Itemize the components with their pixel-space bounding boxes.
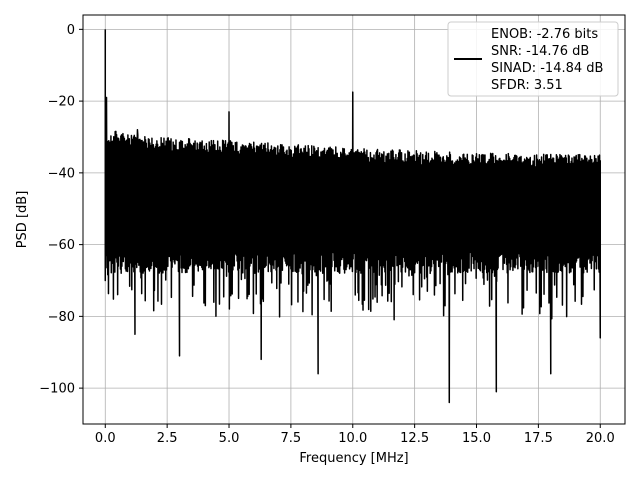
x-tick-label: 7.5 — [281, 431, 302, 446]
y-tick-label: −40 — [48, 166, 75, 181]
x-tick-label: 2.5 — [157, 431, 178, 446]
x-tick-label: 12.5 — [400, 431, 429, 446]
y-tick-label: −20 — [48, 95, 75, 110]
x-tick-label: 0.0 — [95, 431, 116, 446]
y-tick-label: −100 — [39, 382, 75, 397]
legend-entry-line: ENOB: -2.76 bits — [491, 27, 598, 42]
x-axis-ticks: 0.0 2.5 5.0 7.5 10.0 12.5 15.0 17.5 20.0 — [95, 424, 615, 446]
legend-entry-line: SFDR: 3.51 — [491, 78, 563, 93]
legend: ENOB: -2.76 bits SNR: -14.76 dB SINAD: -14… — [447, 21, 619, 97]
x-tick-label: 10.0 — [338, 431, 367, 446]
axes-frame — [82, 14, 626, 425]
x-axis-label: Frequency [MHz] — [299, 451, 408, 466]
y-axis-ticks: 0 −20 −40 −60 −80 −100 — [39, 23, 83, 397]
x-tick-label: 17.5 — [524, 431, 553, 446]
plot-area — [104, 29, 601, 404]
legend-entry-line: SNR: -14.76 dB — [491, 44, 589, 59]
y-tick-label: 0 — [67, 23, 75, 38]
y-tick-label: −80 — [48, 310, 75, 325]
y-axis-label: PSD [dB] — [15, 191, 30, 249]
legend-box — [447, 21, 619, 97]
x-tick-label: 20.0 — [586, 431, 615, 446]
x-tick-label: 5.0 — [219, 431, 240, 446]
x-tick-label: 15.0 — [462, 431, 491, 446]
legend-entry-line: SINAD: -14.84 dB — [491, 61, 603, 76]
psd-series-line — [104, 29, 601, 404]
y-tick-label: −60 — [48, 238, 75, 253]
